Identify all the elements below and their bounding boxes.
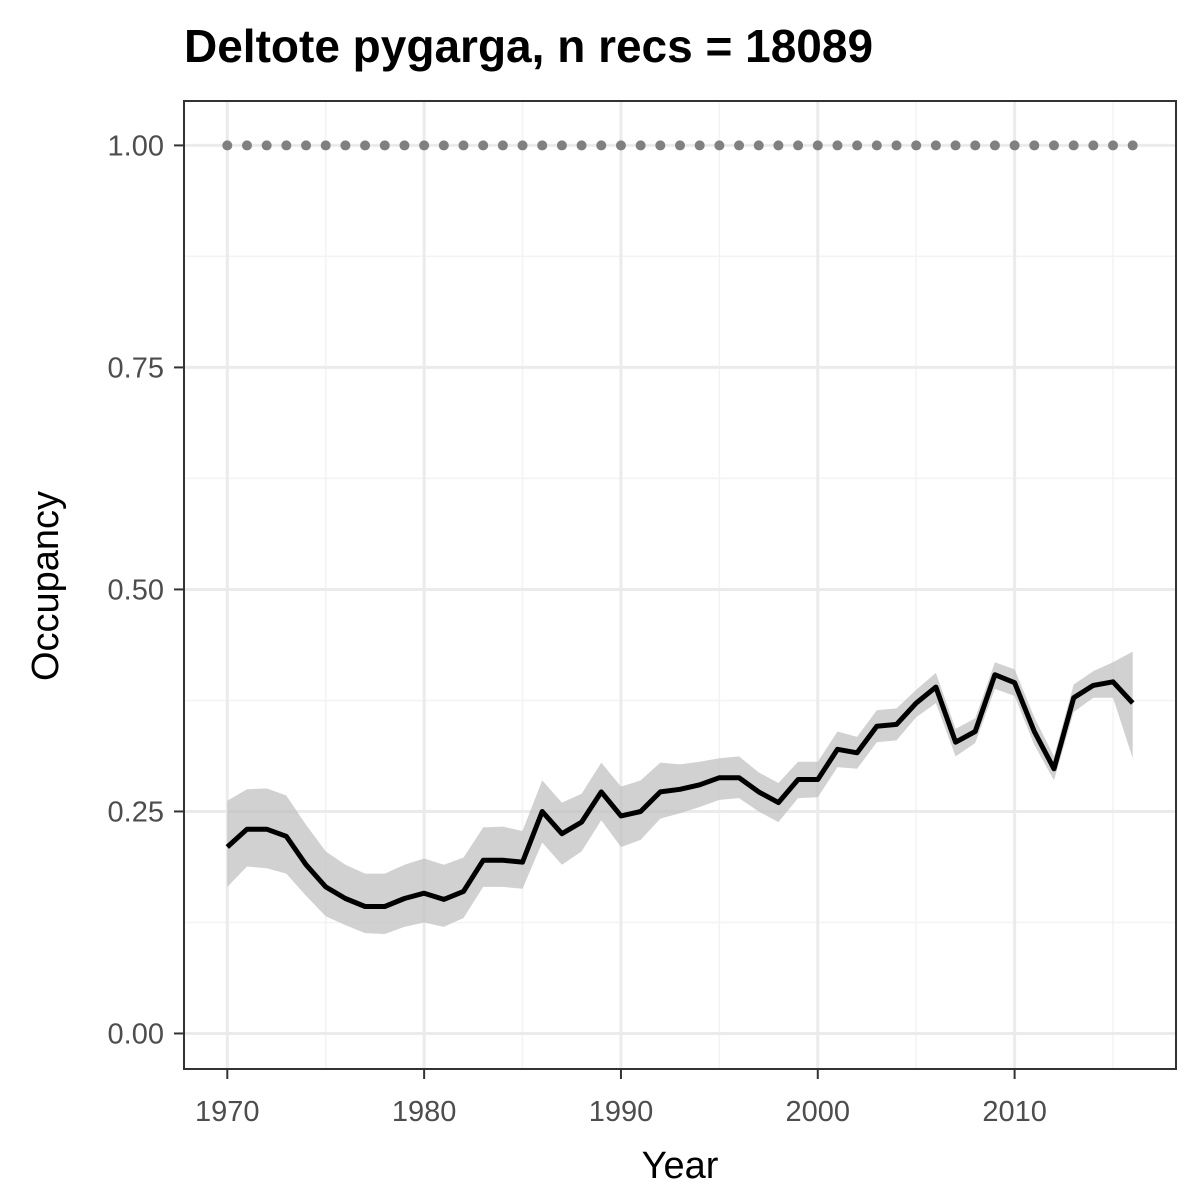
reference-point [222,140,233,151]
grid-lines [184,101,1176,1069]
reference-point [1088,140,1099,151]
y-tick-label: 0.25 [108,796,164,828]
reference-point [478,140,489,151]
reference-point [1048,140,1059,151]
reference-point [1127,140,1138,151]
reference-point [970,140,981,151]
chart-title: Deltote pygarga, n recs = 18089 [184,20,873,72]
reference-point [556,140,567,151]
y-axis-title: Occupancy [25,491,67,681]
reference-point [773,140,784,151]
reference-point [458,140,469,151]
reference-point [753,140,764,151]
x-tick-label: 1980 [392,1096,457,1128]
x-axis-title: Year [642,1145,719,1187]
reference-point [497,140,508,151]
reference-point [655,140,666,151]
plot-panel-border [183,100,1177,1070]
occupancy-trend-line [225,672,1135,909]
y-tick-label: 0.50 [108,574,164,606]
reference-point [812,140,823,151]
reference-point [399,140,410,151]
reference-point [714,140,725,151]
x-tick-label: 1970 [195,1096,260,1128]
reference-point [694,140,705,151]
reference-point [989,140,1000,151]
reference-points-layer [222,140,1138,151]
reference-point [852,140,863,151]
y-tick-label: 1.00 [108,130,164,162]
confidence-ribbon [227,651,1133,934]
reference-point [615,140,626,151]
reference-point [241,140,252,151]
reference-point [438,140,449,151]
reference-point [793,140,804,151]
reference-point [1108,140,1119,151]
reference-point [576,140,587,151]
reference-point [635,140,646,151]
reference-point [517,140,528,151]
y-tick-label: 0.00 [108,1018,164,1050]
reference-point [340,140,351,151]
x-tick-label: 1990 [589,1096,654,1128]
reference-point [871,140,882,151]
reference-point [891,140,902,151]
reference-point [320,140,331,151]
reference-point [1029,140,1040,151]
reference-point [281,140,292,151]
reference-point [734,140,745,151]
reference-point [419,140,430,151]
y-tick-label: 0.75 [108,352,164,384]
reference-point [1068,140,1079,151]
confidence-ribbon-layer [227,651,1133,934]
reference-point [832,140,843,151]
reference-point [261,140,272,151]
reference-point [1009,140,1020,151]
reference-point [360,140,371,151]
reference-point [950,140,961,151]
reference-point [537,140,548,151]
reference-point [675,140,685,151]
reference-point [930,140,941,151]
axis-ticks: 1970 1980 1990 2000 2010 0.00 0.25 0.50 0.75 1.00 [108,130,1047,1128]
x-tick-label: 2010 [982,1096,1047,1128]
reference-point [911,140,922,151]
trend-line-layer [225,672,1135,909]
x-tick-label: 2000 [786,1096,851,1128]
reference-point [596,140,607,151]
reference-point [379,140,390,151]
reference-point [301,140,312,151]
